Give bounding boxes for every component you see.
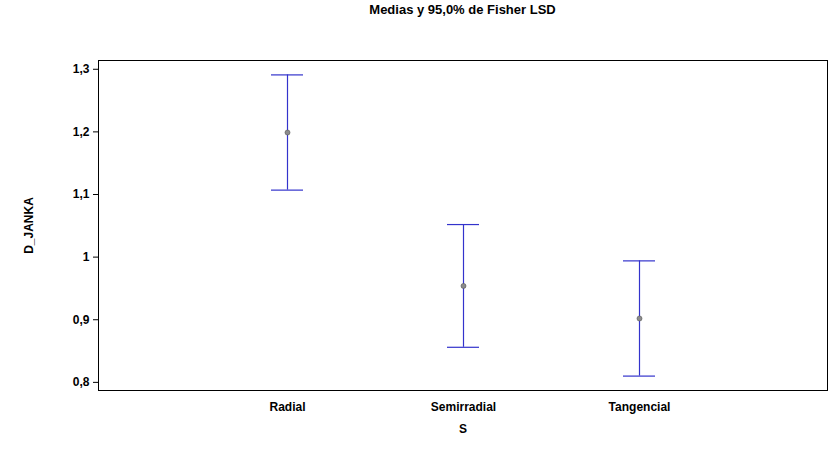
svg-text:0,8: 0,8 xyxy=(73,375,90,389)
svg-text:1: 1 xyxy=(83,250,90,264)
svg-text:Tangencial: Tangencial xyxy=(609,400,671,414)
svg-text:1,2: 1,2 xyxy=(73,125,90,139)
svg-text:0,9: 0,9 xyxy=(73,313,90,327)
svg-text:Semirradial: Semirradial xyxy=(431,400,496,414)
svg-text:1,1: 1,1 xyxy=(73,187,90,201)
html-text:Medias y 95,0% de Fisher LSD: Medias y 95,0% de Fisher LSD xyxy=(369,2,556,17)
svg-text:Radial: Radial xyxy=(269,400,305,414)
svg-text:1,3: 1,3 xyxy=(73,62,90,76)
svg-text:D_JANKA: D_JANKA xyxy=(22,197,36,254)
svg-text:S: S xyxy=(459,422,467,436)
